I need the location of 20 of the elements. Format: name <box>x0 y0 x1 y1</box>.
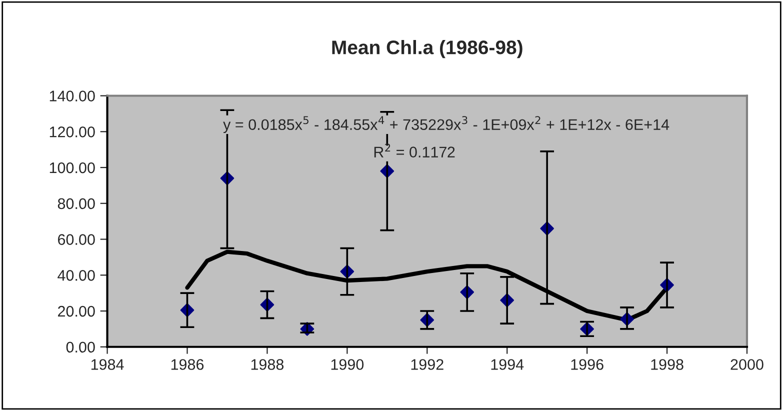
x-tick-label: 1988 <box>251 359 284 370</box>
y-tick-label: 60.00 <box>58 234 95 245</box>
x-tick-label: 1994 <box>491 359 524 370</box>
x-tick-label: 1986 <box>171 359 204 370</box>
x-tick-label: 1998 <box>651 359 684 370</box>
y-tick-label: 20.00 <box>58 306 95 317</box>
y-tick-label: 0.00 <box>66 342 95 353</box>
y-tick-label: 80.00 <box>58 198 95 210</box>
x-tick-label: 1984 <box>91 359 124 370</box>
annotation: R$^{2}$ = 0.1172 <box>374 144 455 158</box>
chart-title: Mean Chl.a (1986-98) <box>332 40 522 58</box>
x-tick-label: 1992 <box>411 359 444 370</box>
y-tick-label: 40.00 <box>58 270 95 281</box>
y-tick-label: 100.00 <box>50 162 95 174</box>
x-tick-label: 2000 <box>730 359 764 370</box>
x-tick-label: 1996 <box>571 359 604 370</box>
text: y = 0.0185x$^{5}$ - 184.55x$^{4}$ + 735229x$^{3}$ - 1E+09x$^{2}$ + 1E+12x - 6E+14 <box>223 116 670 134</box>
y-tick-label: 120.00 <box>50 126 95 138</box>
y-tick-label: 140.00 <box>50 90 95 102</box>
x-tick-label: 1990 <box>331 359 364 370</box>
